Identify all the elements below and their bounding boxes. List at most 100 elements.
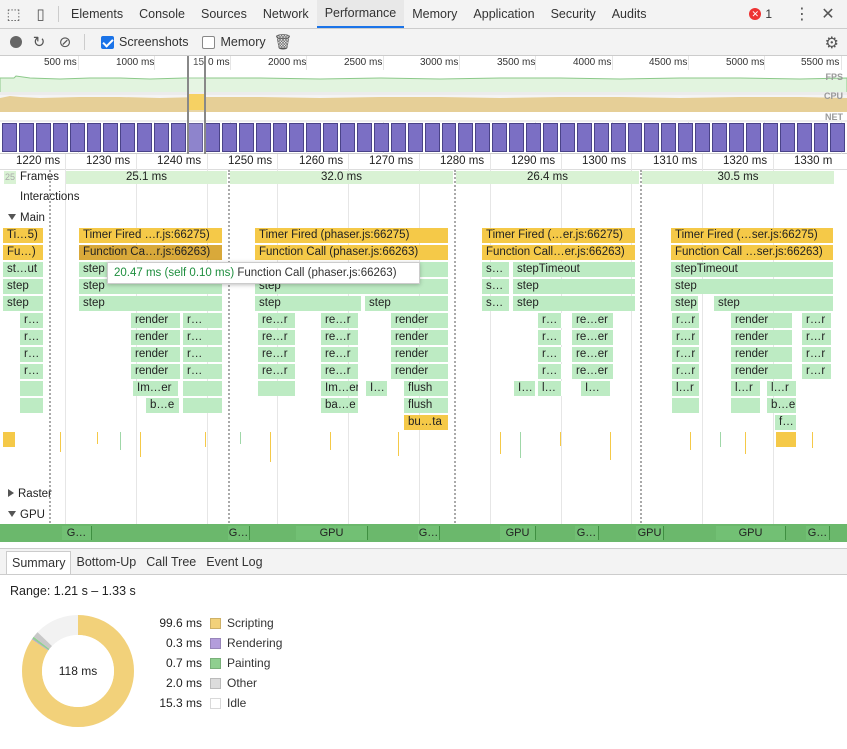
render-event[interactable]: render	[131, 330, 181, 345]
frame-bar[interactable]: 30.5 ms	[642, 171, 834, 184]
screenshot-frame[interactable]	[762, 123, 778, 152]
screenshot-frame[interactable]	[712, 123, 727, 152]
screenshot-frame[interactable]	[475, 123, 491, 152]
clear-icon[interactable]: ⊘	[58, 34, 72, 51]
render-event[interactable]: re…r	[321, 330, 359, 345]
flush-event[interactable]: flush	[404, 381, 449, 396]
render-event[interactable]: re…er	[572, 330, 614, 345]
tab-call-tree[interactable]: Call Tree	[146, 554, 197, 569]
tab-event-log[interactable]: Event Log	[206, 554, 263, 569]
render-event[interactable]: r…	[20, 330, 44, 345]
render-event[interactable]: re…er	[572, 313, 614, 328]
render-event[interactable]: r…	[183, 330, 223, 345]
render-event[interactable]: re…r	[321, 313, 359, 328]
screenshot-frame[interactable]	[171, 123, 186, 152]
raster-track-toggle[interactable]: Raster	[8, 488, 52, 500]
screenshot-frame[interactable]	[221, 123, 237, 152]
render-event[interactable]: render	[131, 364, 181, 379]
screenshot-frame[interactable]	[390, 123, 406, 152]
child-event[interactable]	[258, 381, 296, 396]
tab-application[interactable]: Application	[473, 7, 535, 21]
gpu-task[interactable]: GPU	[716, 526, 786, 540]
screenshot-frame[interactable]	[695, 123, 711, 152]
step-event[interactable]: step	[79, 296, 223, 311]
screenshot-frame[interactable]	[424, 123, 440, 152]
screenshot-frame[interactable]	[120, 123, 136, 152]
render-event[interactable]: re…r	[258, 313, 296, 328]
render-event[interactable]: render	[731, 313, 793, 328]
screenshot-frame[interactable]	[69, 123, 85, 152]
screenshot-frame[interactable]	[526, 123, 541, 152]
screenshot-frame[interactable]	[272, 123, 288, 152]
gpu-task[interactable]: G…	[228, 526, 250, 540]
screenshots-checkbox[interactable]: Screenshots	[101, 35, 188, 49]
step-event[interactable]: step	[255, 296, 362, 311]
trash-icon[interactable]: 🗑	[273, 34, 293, 51]
child-event[interactable]: I…	[581, 381, 611, 396]
screenshot-frame[interactable]	[813, 123, 829, 152]
function-call-event[interactable]: Function Call …ser.js:66263)	[671, 245, 834, 260]
step-event[interactable]: s…	[482, 296, 510, 311]
timer-fired-event[interactable]: Timer Fired (phaser.js:66275)	[255, 228, 449, 243]
child-event[interactable]: I…	[514, 381, 536, 396]
function-call-event-selected[interactable]: Function Ca…r.js:66263)	[79, 245, 223, 260]
gpu-task[interactable]: GPU	[296, 526, 368, 540]
render-event[interactable]: render	[731, 330, 793, 345]
flush-event[interactable]: flush	[404, 398, 449, 413]
child-event[interactable]: b…e	[146, 398, 180, 413]
timer-fired-event[interactable]: Ti…5)	[3, 228, 44, 243]
record-button[interactable]	[10, 36, 22, 48]
render-event[interactable]: render	[731, 347, 793, 362]
screenshot-frame[interactable]	[728, 123, 744, 152]
image-render-event[interactable]: Im…er	[133, 381, 179, 396]
step-event[interactable]: step	[671, 296, 699, 311]
child-event[interactable]: f…	[775, 415, 797, 430]
step-timeout-event[interactable]: st…ut	[3, 262, 44, 277]
gpu-task[interactable]: G…	[418, 526, 440, 540]
device-toolbar-icon[interactable]: ▯	[36, 6, 45, 23]
timeline-overview[interactable]: 500 ms 1000 ms 15 0 ms 2000 ms 2500 ms 3…	[0, 56, 847, 154]
child-event[interactable]	[183, 398, 223, 413]
render-event[interactable]: r…	[183, 313, 223, 328]
tab-performance[interactable]: Performance	[316, 0, 405, 28]
render-event[interactable]: render	[731, 364, 793, 379]
screenshot-frame[interactable]	[323, 123, 339, 152]
timer-fired-event[interactable]: Timer Fired (…ser.js:66275)	[671, 228, 834, 243]
tab-security[interactable]: Security	[550, 7, 596, 21]
screenshot-frame[interactable]	[509, 123, 525, 152]
screenshot-frame[interactable]	[593, 123, 609, 152]
screenshot-frame[interactable]	[559, 123, 575, 152]
render-event[interactable]: re…r	[321, 347, 359, 362]
function-call-event[interactable]: Function Call…er.js:66263)	[482, 245, 636, 260]
render-event[interactable]: re…r	[258, 330, 296, 345]
buffer-data-event[interactable]: bu…ta	[404, 415, 449, 430]
screenshot-frame[interactable]	[661, 123, 677, 152]
render-event[interactable]: r…	[538, 313, 562, 328]
screenshot-frame[interactable]	[610, 123, 626, 152]
render-event[interactable]: r…r	[672, 330, 700, 345]
child-event[interactable]: ba…e	[321, 398, 359, 413]
screenshot-frame[interactable]	[441, 123, 457, 152]
child-event[interactable]	[183, 381, 223, 396]
step-event[interactable]: step	[3, 279, 44, 294]
screenshot-frame[interactable]	[255, 123, 271, 152]
frames-track[interactable]: 25 25.1 ms 32.0 ms 26.4 ms 30.5 ms	[0, 170, 847, 185]
screenshot-frame[interactable]	[830, 123, 846, 152]
image-render-event[interactable]: Im…er	[321, 381, 359, 396]
child-event[interactable]: l…	[538, 381, 562, 396]
screenshot-frame[interactable]	[407, 123, 423, 152]
screenshot-frame[interactable]	[492, 123, 508, 152]
render-event[interactable]: re…r	[258, 364, 296, 379]
screenshot-frame[interactable]	[137, 123, 153, 152]
step-timeout-event[interactable]: stepTimeout	[513, 262, 636, 277]
frame-bar[interactable]: 26.4 ms	[456, 171, 639, 184]
step-timeout-event[interactable]: stepTimeout	[671, 262, 834, 277]
frame-bar[interactable]: 25.1 ms	[66, 171, 227, 184]
step-event[interactable]: s…	[482, 279, 510, 294]
main-track-toggle[interactable]: Main	[8, 212, 45, 224]
render-event[interactable]: r…r	[802, 313, 832, 328]
child-event[interactable]	[20, 381, 44, 396]
screenshot-frame[interactable]	[373, 123, 389, 152]
screenshot-frame[interactable]	[154, 123, 170, 152]
child-event[interactable]	[731, 398, 761, 413]
